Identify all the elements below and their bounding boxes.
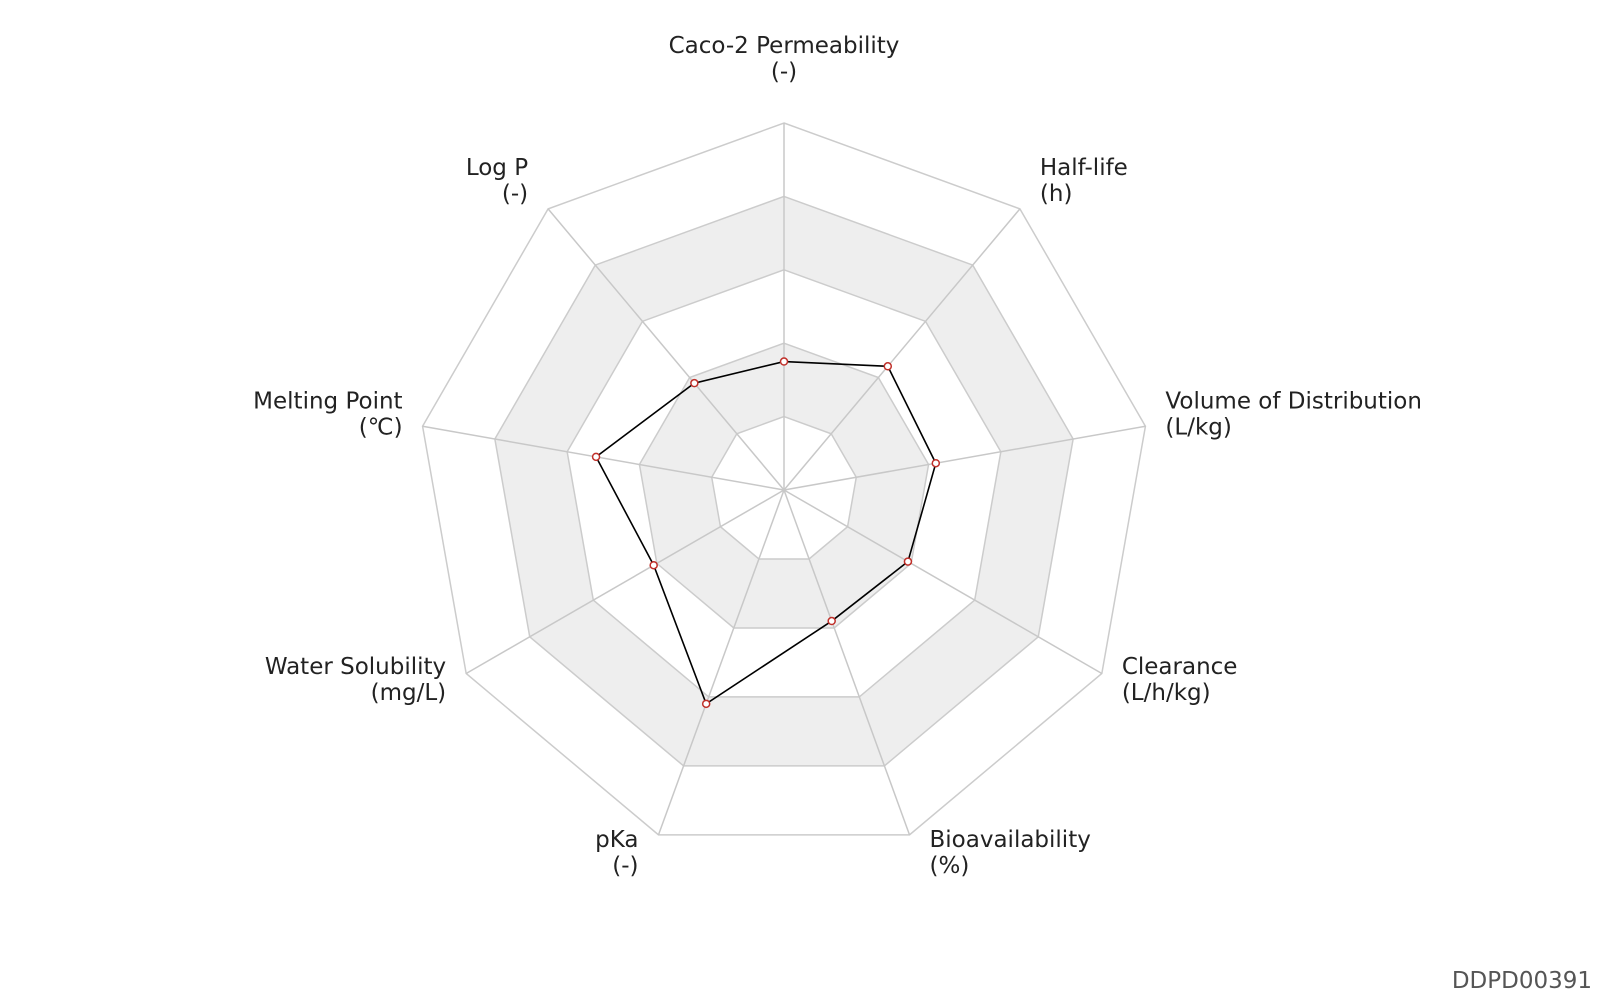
axis-unit: (h) bbox=[1040, 181, 1073, 207]
axis-label: Melting Point bbox=[253, 389, 402, 415]
data-point bbox=[779, 357, 789, 366]
axis-unit: (L/kg) bbox=[1165, 415, 1231, 441]
axis-label: Volume of Distribution bbox=[1165, 389, 1422, 415]
data-point bbox=[591, 452, 601, 462]
footer: DDPD00391 bbox=[1452, 968, 1592, 994]
axis-label: Water Solubility bbox=[265, 654, 446, 680]
data-point bbox=[903, 557, 913, 566]
axis-spoke bbox=[422, 425, 785, 491]
data-point bbox=[701, 699, 711, 709]
data-point bbox=[649, 560, 658, 570]
axis-unit: (%) bbox=[930, 853, 970, 879]
data-point bbox=[690, 378, 699, 388]
axis-unit: (-) bbox=[771, 59, 797, 85]
axis-unit: (L/h/kg) bbox=[1122, 680, 1211, 706]
data-point bbox=[883, 362, 893, 371]
axis-label: Clearance bbox=[1122, 654, 1238, 680]
axis-spoke bbox=[465, 489, 785, 675]
axis-spoke bbox=[783, 208, 1021, 491]
axis-unit: (-) bbox=[612, 853, 638, 879]
axis-unit: (mg/L) bbox=[371, 680, 447, 706]
axis-label: Bioavailability bbox=[930, 827, 1091, 853]
axis-spoke bbox=[547, 208, 785, 491]
axis-label: Half-life bbox=[1040, 155, 1128, 181]
axis-spoke bbox=[657, 489, 785, 836]
axis-spoke bbox=[783, 425, 1146, 491]
axis-label: Caco-2 Permeability bbox=[669, 33, 900, 59]
axis-label: Log P bbox=[466, 155, 528, 181]
axis-unit: (℃) bbox=[359, 415, 403, 441]
axis-spoke bbox=[783, 489, 911, 836]
data-point bbox=[827, 616, 836, 626]
axis-label: pKa bbox=[595, 827, 638, 853]
axis-spoke bbox=[783, 489, 1103, 675]
data-line bbox=[595, 360, 937, 706]
data-point bbox=[931, 458, 941, 468]
axis-unit: (-) bbox=[502, 181, 528, 207]
